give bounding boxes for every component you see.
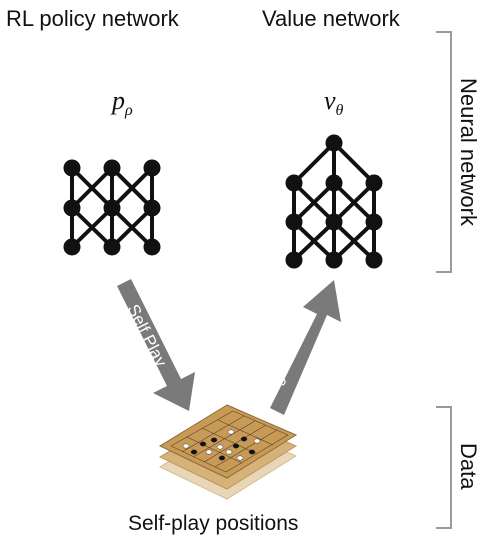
policy-node [103,199,121,217]
value-node [365,251,383,269]
black-stone [248,449,256,455]
self-play-positions-label: Self-play positions [128,512,299,535]
policy-node [63,238,81,256]
policy-node [63,199,81,217]
regression-arrow: Regression [256,280,341,415]
policy-network-title: RL policy network [6,6,179,31]
black-stone [240,436,248,442]
black-stone [218,455,226,461]
value-node [325,134,343,152]
white-stone [225,449,233,455]
policy-symbol: pρ [112,86,133,119]
black-stone [232,443,240,449]
white-stone [236,455,244,461]
black-stone [190,449,198,455]
policy-node [63,159,81,177]
white-stone [227,429,235,435]
value-node [285,213,303,231]
policy-node [143,238,161,256]
data-bracket-label: Data [456,443,481,490]
value-node [365,213,383,231]
value-node [285,174,303,192]
self-play-arrow: Self Play [103,279,195,411]
value-network-edges [292,141,376,262]
board-grid [170,410,289,473]
value-node [365,174,383,192]
value-node [325,213,343,231]
policy-node [103,159,121,177]
data-bracket [436,406,452,529]
policy-node [143,159,161,177]
value-node [325,251,343,269]
white-stone [253,438,261,444]
value-node [325,174,343,192]
value-network-graph [285,134,383,269]
policy-network-graph [63,159,161,256]
neural-network-bracket-label: Neural network [456,78,481,226]
policy-node [143,199,161,217]
black-stone [210,437,218,443]
white-stone [182,443,190,449]
board-layer-top [158,404,298,479]
white-stone [205,449,213,455]
neural-network-bracket [436,31,452,273]
go-board-stack [158,404,298,500]
black-stone [199,441,207,447]
white-stone [216,444,224,450]
policy-node [103,238,121,256]
go-stones [182,429,261,461]
value-network-title: Value network [262,6,400,31]
value-node [285,251,303,269]
value-symbol: vθ [324,86,344,119]
